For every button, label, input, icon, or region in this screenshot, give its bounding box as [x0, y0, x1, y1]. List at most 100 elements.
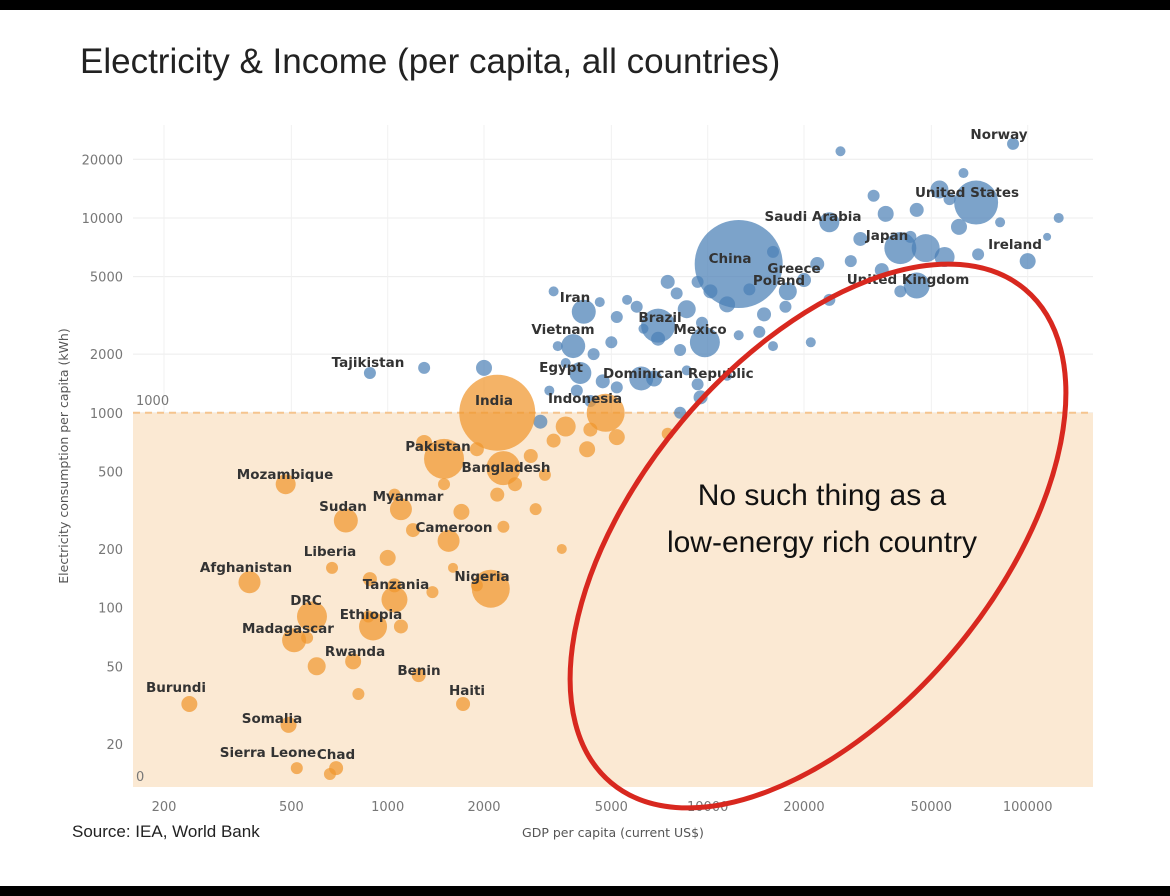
- bubble-egypt: [569, 362, 592, 385]
- bubble: [379, 549, 396, 566]
- bubble-india: [459, 374, 536, 451]
- bubble: [622, 294, 633, 305]
- country-label: Ireland: [988, 237, 1042, 253]
- country-label: Benin: [397, 663, 440, 679]
- bubble: [594, 297, 605, 308]
- bubble: [555, 416, 576, 437]
- country-label: Ethiopia: [340, 607, 403, 623]
- bubble: [538, 468, 551, 481]
- bubble: [733, 330, 744, 341]
- source-note: Source: IEA, World Bank: [72, 822, 260, 841]
- bubble: [556, 543, 567, 554]
- bubble: [909, 202, 924, 217]
- chart-title: Electricity & Income (per capita, all co…: [80, 42, 781, 81]
- bubble-sierra-leone: [290, 762, 303, 775]
- country-label: Madagascar: [242, 621, 334, 637]
- country-label: Mozambique: [237, 467, 333, 483]
- country-label: Iran: [560, 290, 590, 306]
- bubble-ethiopia: [359, 612, 388, 641]
- bubble: [388, 488, 401, 501]
- annotation-line-1: No such thing as a: [698, 479, 947, 512]
- bubble: [529, 503, 542, 516]
- country-label: Mexico: [673, 322, 726, 338]
- bubble-saudi-arabia: [819, 212, 840, 233]
- bubble: [674, 344, 687, 357]
- bubble: [610, 311, 623, 324]
- x-tick-label: 500: [279, 800, 304, 815]
- bubble: [548, 286, 559, 297]
- country-label: DRC: [290, 593, 322, 609]
- bubble-rwanda: [345, 653, 362, 670]
- y-tick-label: 0: [136, 770, 144, 785]
- country-label: Indonesia: [548, 391, 622, 407]
- bubble: [911, 234, 940, 263]
- bubble-bangladesh: [486, 451, 521, 486]
- bubble: [810, 257, 825, 272]
- country-label: Somalia: [242, 711, 303, 727]
- country-label: Rwanda: [325, 644, 385, 660]
- y-tick-label: 500: [98, 465, 123, 480]
- bubble: [867, 189, 880, 202]
- bubble-cameroon: [437, 529, 460, 552]
- bubble: [943, 193, 956, 206]
- country-label: Tanzania: [363, 577, 430, 593]
- bubble: [877, 205, 894, 222]
- bubble: [453, 503, 470, 520]
- bubble: [362, 572, 377, 587]
- bubble: [490, 487, 505, 502]
- bubble: [544, 385, 555, 396]
- country-label: India: [475, 393, 513, 409]
- bubble-poland: [778, 282, 797, 301]
- axis-ticks: 20 50 100 200 500 1000 2000 5000 10000 20000 0 200 5…: [82, 153, 1053, 815]
- bubble: [835, 146, 846, 157]
- country-label: Poland: [753, 273, 805, 289]
- bubble: [352, 688, 365, 701]
- bubble-iran: [571, 299, 596, 324]
- bubble: [768, 341, 778, 352]
- bubble: [587, 348, 600, 361]
- bubble: [677, 300, 696, 319]
- bubble: [894, 285, 907, 298]
- bubble: [570, 384, 583, 397]
- bubble: [393, 619, 408, 634]
- bubble: [691, 378, 704, 391]
- bubble: [757, 307, 772, 322]
- bubble-mexico: [689, 327, 720, 358]
- bubble: [995, 217, 1006, 228]
- y-axis-label: Electricity consumption per capita (kWh): [56, 328, 71, 583]
- bubble-united-states: [954, 180, 999, 225]
- bubble: [552, 341, 563, 352]
- bubble: [523, 449, 538, 463]
- y-tick-label: 20: [106, 738, 123, 753]
- bubble-united-kingdom: [903, 272, 930, 299]
- bubble-ireland: [1019, 253, 1036, 270]
- x-tick-label: 2000: [467, 800, 500, 815]
- country-label: China: [709, 251, 752, 267]
- bubble-liberia: [326, 561, 339, 574]
- bubble: [670, 287, 683, 300]
- bubble-dominican-republic: [646, 370, 663, 387]
- bubble: [476, 359, 493, 376]
- bubble-tajikistan: [363, 367, 376, 380]
- bubble-madagascar: [282, 628, 307, 653]
- x-tick-label: 5000: [595, 800, 628, 815]
- bubble: [595, 374, 610, 389]
- y-tick-label: 100: [98, 602, 123, 617]
- bubble-pakistan: [424, 438, 465, 479]
- bubble-norway: [1007, 137, 1020, 150]
- bubble-haiti: [456, 697, 471, 712]
- bubble: [426, 586, 439, 599]
- bubble: [753, 325, 766, 338]
- bubble: [853, 231, 868, 246]
- bubble: [844, 255, 857, 268]
- bubble: [497, 520, 510, 533]
- bubble: [950, 218, 967, 235]
- bubble: [681, 365, 692, 376]
- bubble-vietnam: [561, 334, 586, 359]
- annotation: No such thing as a low-energy rich countr…: [567, 261, 1069, 811]
- bubble-mozambique: [275, 474, 296, 495]
- bubble: [448, 562, 458, 573]
- bubble: [438, 478, 451, 491]
- bubble-somalia: [280, 716, 297, 733]
